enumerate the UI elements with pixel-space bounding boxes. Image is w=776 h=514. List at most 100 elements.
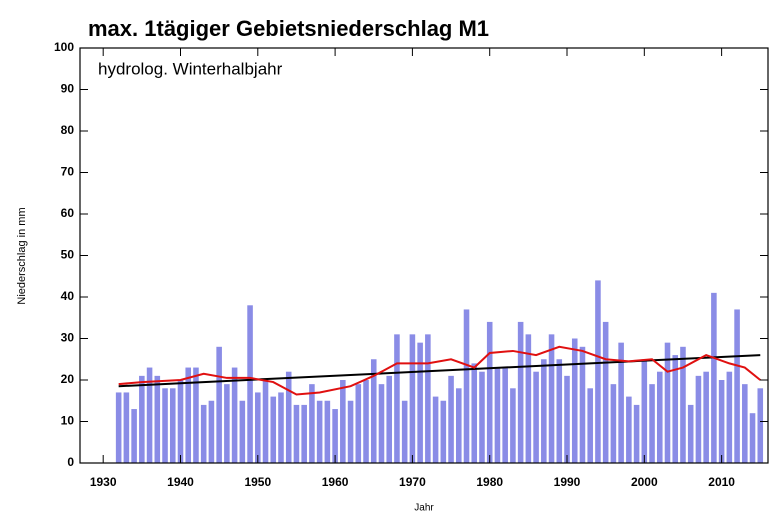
bar <box>169 388 176 463</box>
bar <box>123 392 130 463</box>
x-tick-label: 1930 <box>90 475 117 489</box>
x-tick-label: 2000 <box>631 475 658 489</box>
bar <box>285 371 292 463</box>
x-tick-label: 1940 <box>167 475 194 489</box>
x-tick-label: 2010 <box>708 475 735 489</box>
bar <box>347 400 354 463</box>
bar <box>154 375 161 463</box>
bar <box>262 380 269 463</box>
y-tick-label: 80 <box>61 123 75 137</box>
bar <box>556 359 563 463</box>
x-axis-label: Jahr <box>414 503 434 514</box>
bar <box>363 380 369 463</box>
y-tick-label: 10 <box>61 414 75 428</box>
y-tick-label: 60 <box>61 206 75 220</box>
bar <box>548 334 555 463</box>
bar <box>301 404 307 463</box>
y-tick-label: 30 <box>61 331 75 345</box>
bar <box>610 384 617 463</box>
bar <box>471 363 478 463</box>
trend-line <box>118 354 761 388</box>
bar <box>510 388 516 463</box>
bar <box>649 384 655 463</box>
bar <box>486 321 493 463</box>
bar <box>309 384 315 463</box>
bar <box>177 380 184 463</box>
bar <box>595 280 601 463</box>
x-tick-label: 1950 <box>244 475 271 489</box>
bar <box>193 367 199 463</box>
bar <box>711 292 717 463</box>
bar <box>324 400 331 463</box>
bar <box>378 384 385 463</box>
bar <box>757 388 764 463</box>
y-tick-label: 90 <box>61 82 75 96</box>
bar <box>370 359 377 463</box>
bar <box>409 334 416 463</box>
bar <box>641 359 648 463</box>
bar <box>502 367 508 463</box>
bar <box>742 384 748 463</box>
bar <box>185 367 192 463</box>
bar <box>355 384 362 463</box>
bar <box>656 371 663 463</box>
x-tick-label: 1970 <box>399 475 426 489</box>
y-tick-label: 0 <box>67 455 74 469</box>
y-tick-label: 100 <box>54 40 74 54</box>
bar <box>579 346 586 463</box>
bar <box>425 334 431 463</box>
bar <box>664 342 671 463</box>
bar <box>340 380 346 463</box>
y-tick-label: 40 <box>61 289 75 303</box>
bar <box>394 334 400 463</box>
bar <box>718 380 725 463</box>
bar <box>440 400 447 463</box>
bar <box>633 404 640 463</box>
bar <box>146 367 153 463</box>
bar <box>332 409 338 463</box>
bar <box>200 404 207 463</box>
bar <box>687 404 694 463</box>
bar <box>448 375 454 463</box>
bar <box>618 342 624 463</box>
bar <box>703 371 709 463</box>
bar <box>115 392 122 463</box>
bar <box>517 321 524 463</box>
bar <box>494 367 501 463</box>
bar <box>162 388 168 463</box>
bar <box>131 409 137 463</box>
bar <box>270 396 277 463</box>
bar <box>216 346 222 463</box>
bar <box>726 371 733 463</box>
bar <box>278 392 284 463</box>
bar <box>432 396 439 463</box>
bar <box>734 309 740 463</box>
annotation: hydrolog. Winterhalbjahr <box>98 59 283 78</box>
bar <box>316 400 323 463</box>
bar <box>293 404 300 463</box>
bar <box>602 321 609 463</box>
bar <box>571 338 578 463</box>
bar <box>208 400 215 463</box>
bar <box>564 375 570 463</box>
bar <box>417 342 423 463</box>
bar <box>680 346 686 463</box>
bar <box>386 375 392 463</box>
chart-title: max. 1tägiger Gebietsniederschlag M1 <box>88 16 489 41</box>
bar <box>525 334 532 463</box>
x-tick-label: 1990 <box>554 475 581 489</box>
bar <box>672 355 679 463</box>
moving-average-line <box>118 345 761 396</box>
y-tick-label: 70 <box>61 165 75 179</box>
bar <box>456 388 462 463</box>
bar <box>587 388 593 463</box>
bar <box>139 375 145 463</box>
bar <box>224 384 230 463</box>
x-tick-label: 1980 <box>476 475 503 489</box>
bar <box>231 367 238 463</box>
bar <box>255 392 261 463</box>
bar <box>247 305 253 463</box>
y-tick-label: 20 <box>61 372 75 386</box>
bar <box>463 309 470 463</box>
bar <box>479 371 485 463</box>
